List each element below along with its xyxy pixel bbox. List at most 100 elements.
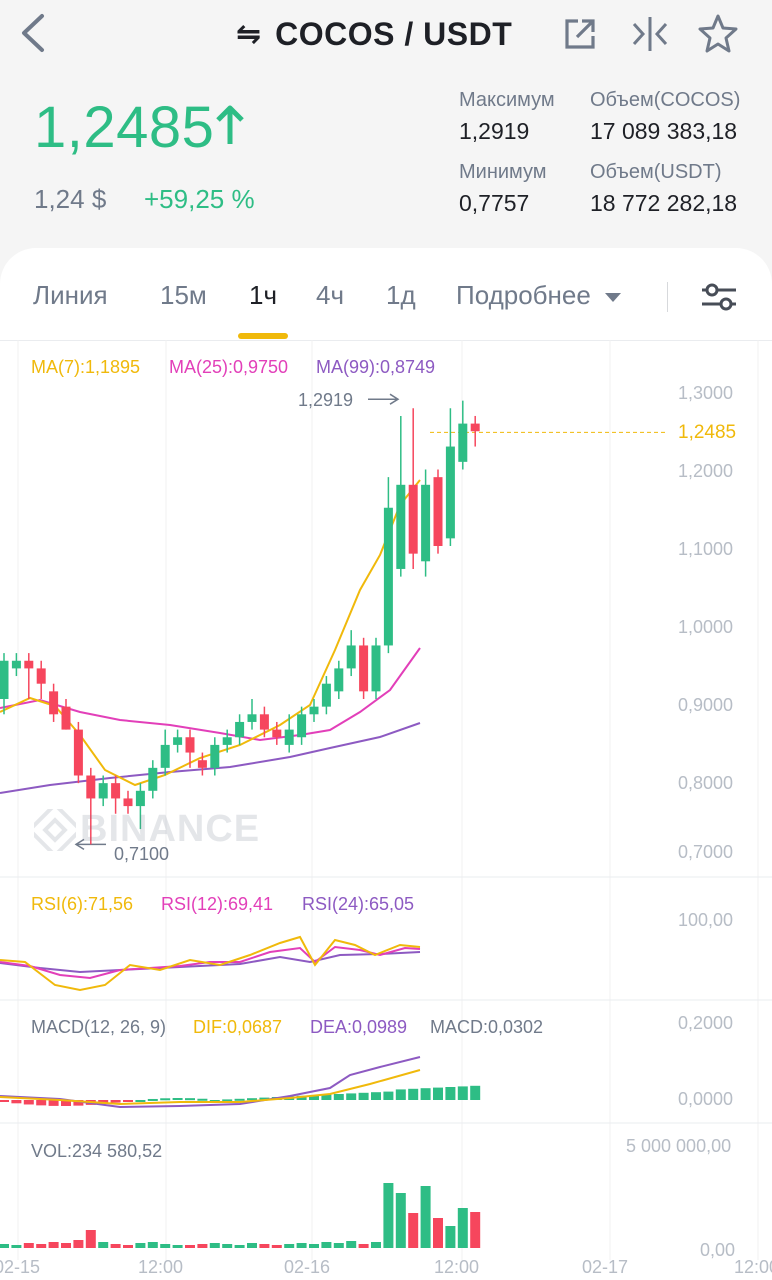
volume-bar [61, 1243, 71, 1248]
high-price-marker: 1,2919 [298, 390, 354, 410]
rsi6-label: RSI(6):71,56 [31, 894, 134, 914]
volume-bar [48, 1242, 59, 1248]
volume-bar [371, 1242, 381, 1248]
candle-body [111, 783, 121, 799]
macd-bar [383, 1091, 394, 1100]
macd-bar [445, 1087, 456, 1100]
volume-bar [23, 1243, 34, 1248]
candle-body [160, 744, 170, 768]
price-axis-label: 1,0000 [678, 617, 734, 637]
volume-label: VOL:234 580,52 [31, 1141, 163, 1161]
macd-bar [0, 1100, 9, 1102]
candle-body [359, 645, 369, 692]
volume-bar [296, 1243, 307, 1248]
tab-1d[interactable]: 1д [386, 280, 416, 310]
last-price-tag: 1,2485 [678, 422, 737, 443]
candle-body [433, 477, 443, 546]
time-axis-label: 12:00 [138, 1257, 184, 1277]
candle-body [321, 683, 331, 707]
time-axis-label: 12:00 [434, 1257, 480, 1277]
volume-bar [333, 1243, 344, 1248]
time-axis-label: 12:00 [734, 1257, 772, 1277]
binance-logo-icon [34, 808, 76, 851]
volume-bar [271, 1245, 282, 1248]
last-price: 1,2485 [34, 95, 215, 160]
macd-bar [135, 1099, 146, 1102]
macd-bar [457, 1086, 468, 1100]
volume-bar [346, 1241, 357, 1248]
candle-body [346, 645, 356, 669]
high-value: 1,2919 [459, 118, 530, 144]
volume-axis-label: 0,00 [700, 1240, 736, 1260]
macd-title: MACD(12, 26, 9) [31, 1017, 167, 1037]
candle-body [235, 721, 245, 738]
candle-body [222, 737, 232, 745]
volume-bar [197, 1244, 208, 1248]
rsi24-label: RSI(24):65,05 [302, 894, 415, 914]
candle-body [247, 714, 257, 722]
tab-4h[interactable]: 4ч [316, 280, 345, 310]
volume-axis-label: 5 000 000,00 [626, 1136, 732, 1156]
time-axis-label: 02-16 [284, 1257, 331, 1277]
rsi-axis-label: 100,00 [678, 910, 734, 930]
moving-average-lines [0, 479, 421, 794]
star-icon[interactable] [696, 12, 740, 56]
macd-bar [321, 1094, 332, 1100]
price-usd: 1,24 $ [34, 184, 107, 214]
tab-1h[interactable]: 1ч [249, 280, 278, 310]
chevron-left-icon[interactable] [14, 8, 54, 58]
candle-body [470, 423, 480, 432]
tab-15m[interactable]: 15м [160, 280, 207, 310]
price-axis-label: 0,9000 [678, 695, 734, 715]
time-axis-label: 02-17 [582, 1257, 629, 1277]
ma99-label: MA(99):0,8749 [316, 357, 436, 377]
candle-body [284, 729, 294, 745]
macd-bar [36, 1100, 47, 1106]
macd-bar [110, 1100, 121, 1103]
macd-bar [433, 1087, 443, 1100]
low-value: 0,7757 [459, 190, 530, 216]
high-label: Максимум [459, 89, 555, 111]
low-price-marker: 0,7100 [114, 844, 170, 864]
dif-line [0, 1069, 421, 1106]
volume-bar [222, 1244, 233, 1248]
candle-body [210, 744, 220, 768]
tab-more[interactable]: Подробнее [456, 280, 622, 311]
macd-bar [11, 1100, 22, 1104]
pair-selector[interactable]: ⇋ COCOS / USDT [236, 14, 512, 54]
time-axis-label: 02-15 [0, 1257, 41, 1277]
candle-body [0, 660, 9, 699]
sliders-settings-icon[interactable] [698, 278, 740, 316]
rsi12-label: RSI(12):69,41 [161, 894, 274, 914]
swap-arrows-icon: ⇋ [236, 17, 262, 51]
candle-body [334, 668, 344, 692]
top-bar: ⇋ COCOS / USDT [0, 0, 772, 70]
candlestick-chart[interactable] [0, 340, 772, 1280]
candle-body [36, 668, 46, 684]
macd-bar [420, 1088, 431, 1100]
candle-body [98, 783, 108, 799]
volume-bar [98, 1242, 109, 1248]
volume-bars [0, 1183, 481, 1248]
macd-bar [259, 1097, 270, 1100]
candle-body [61, 706, 71, 730]
candle-body [173, 737, 183, 745]
dea-label: DEA:0,0989 [310, 1017, 408, 1037]
candle-body [297, 714, 307, 738]
macd-bar [234, 1098, 245, 1101]
volume-bar [445, 1226, 456, 1248]
chart-grid [0, 340, 772, 1260]
price-axis-label: 1,3000 [678, 383, 734, 403]
price-change: +59,25 % [144, 184, 255, 214]
watermark-text: BINANCE [80, 808, 261, 850]
compare-split-icon[interactable] [628, 12, 672, 56]
candle-body [185, 737, 195, 753]
volume-bar [85, 1230, 96, 1248]
candle-body [135, 790, 145, 807]
low-label: Минимум [459, 161, 547, 183]
tab-line[interactable]: Линия [33, 280, 108, 310]
external-link-icon[interactable] [558, 12, 602, 56]
pair-title: COCOS / USDT [275, 15, 513, 52]
high-marker-arrowhead [389, 393, 400, 405]
candle-body [24, 660, 34, 669]
